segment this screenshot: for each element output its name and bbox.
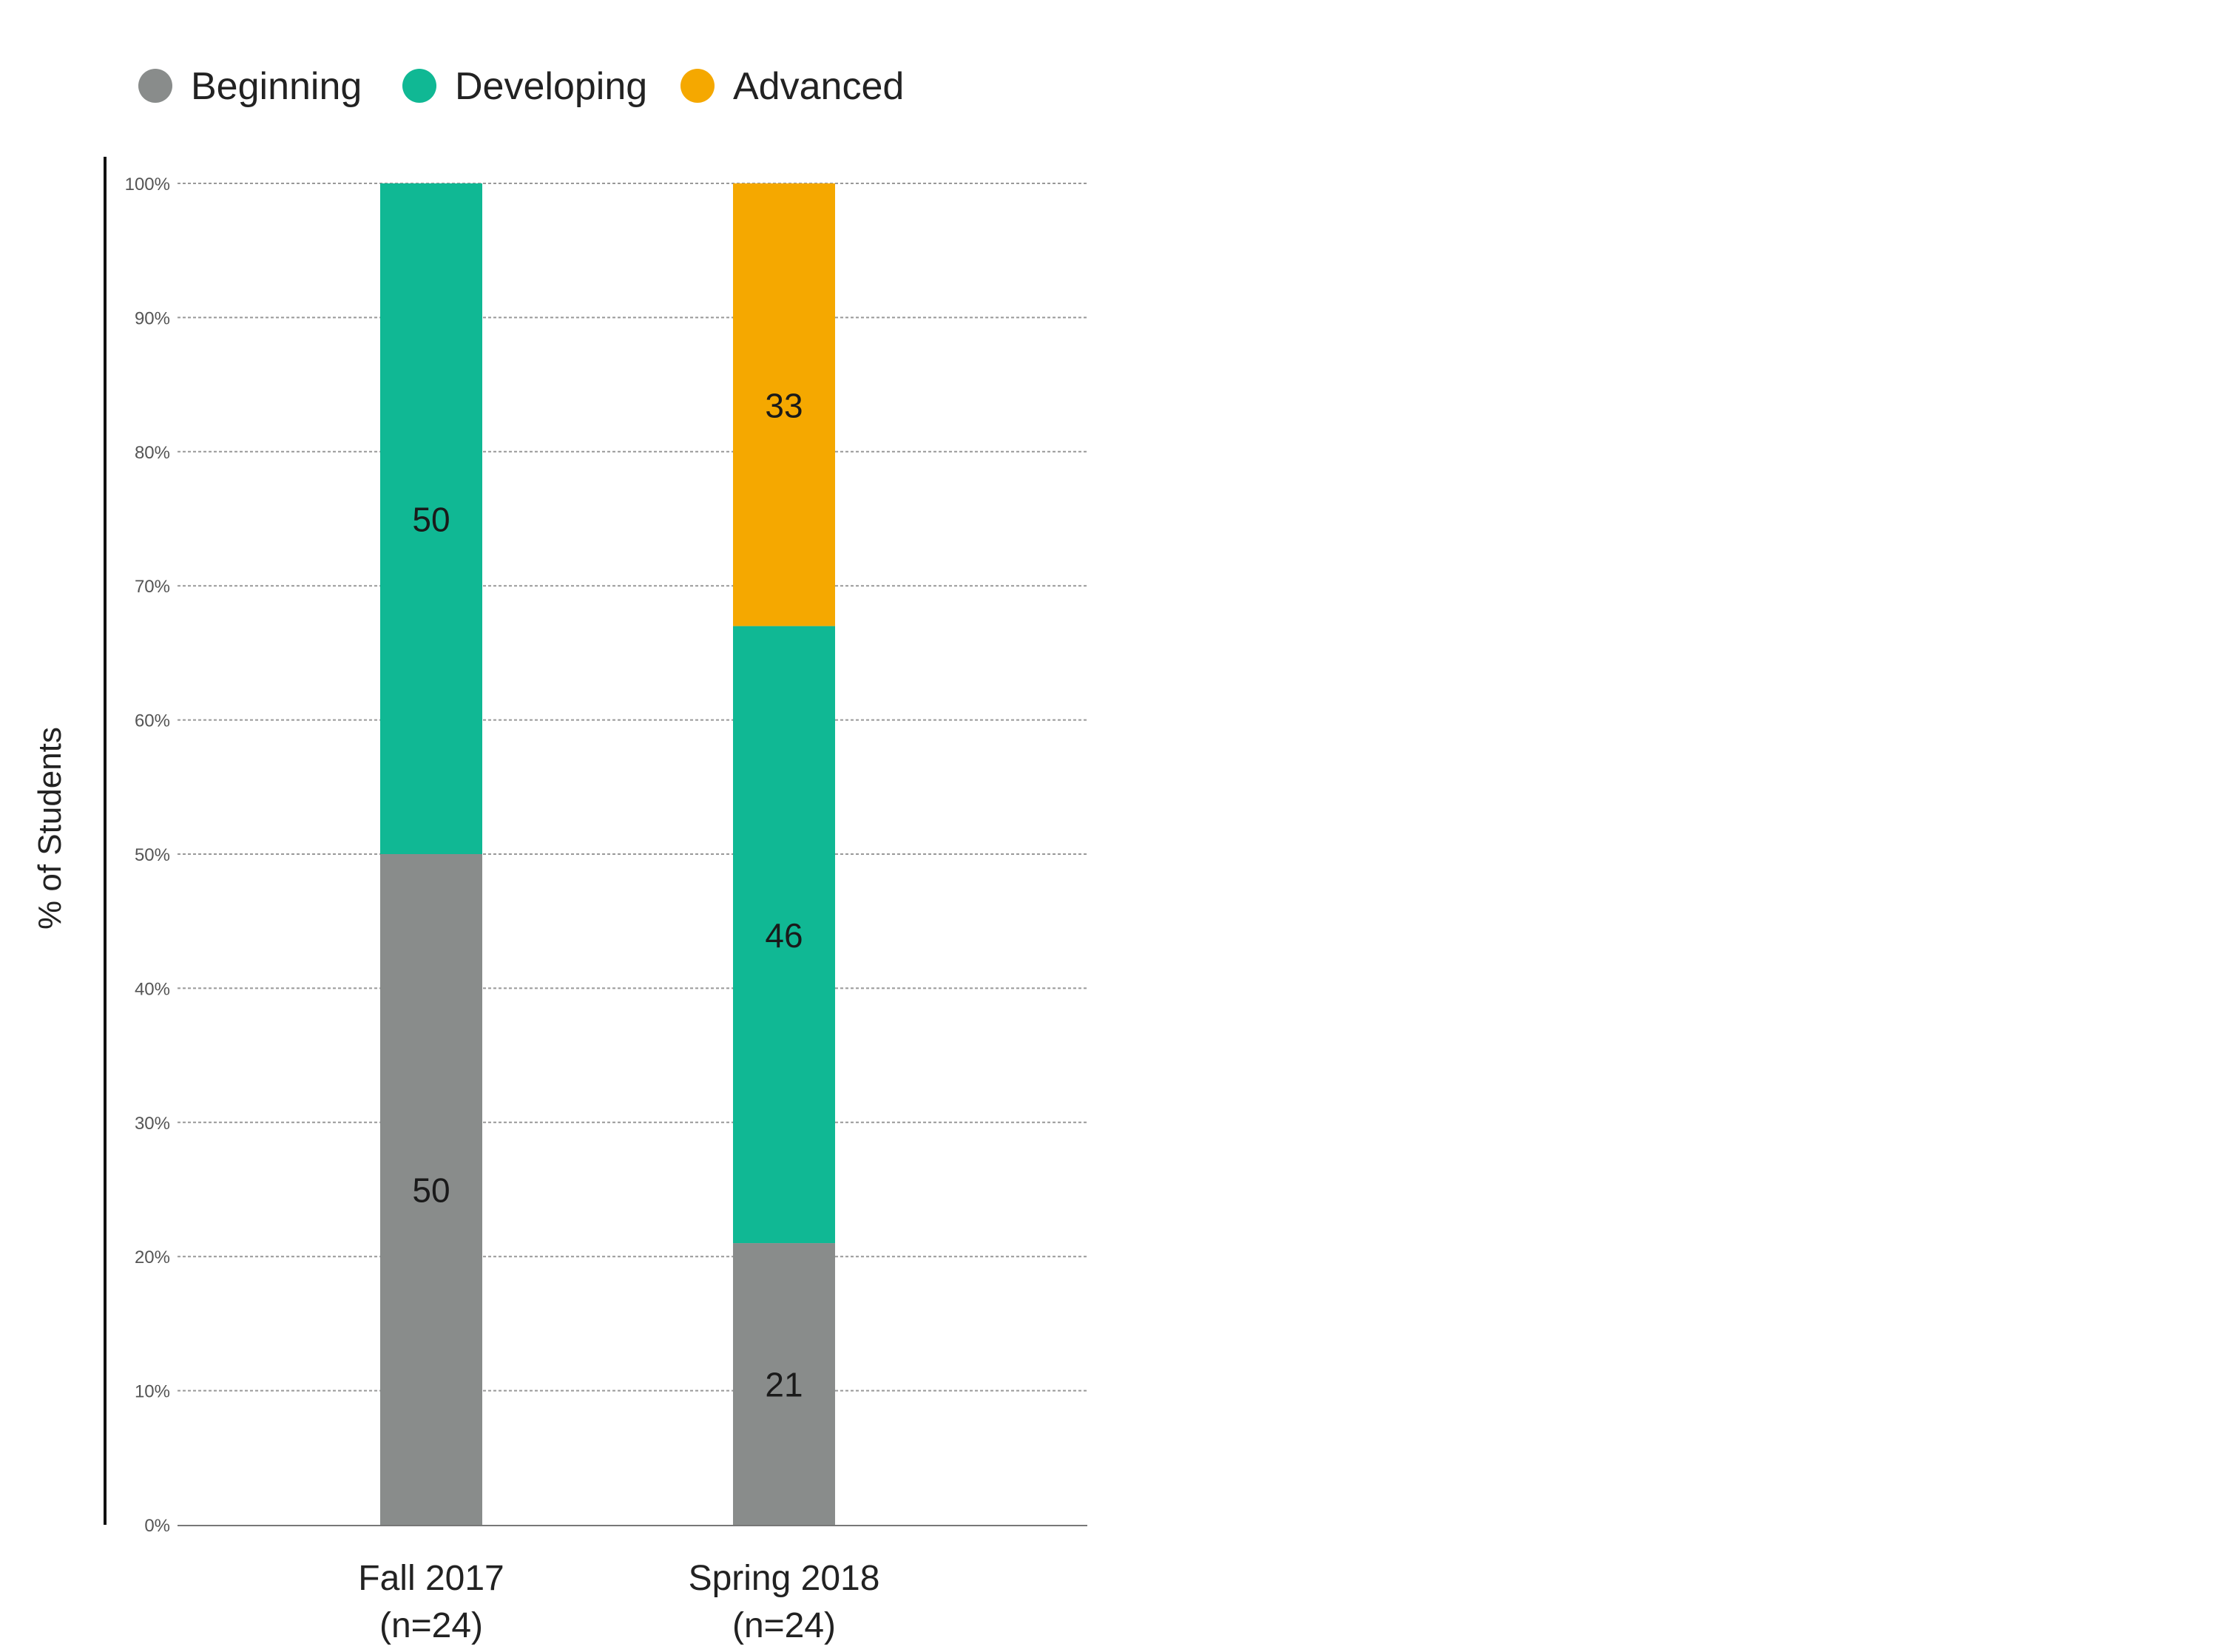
legend-label-advanced: Advanced	[733, 65, 904, 108]
legend: Beginning Developing Advanced	[138, 65, 904, 108]
legend-swatch-advanced	[680, 69, 715, 103]
y-tick-label: 80%	[135, 443, 170, 463]
y-tick-label: 0%	[144, 1516, 170, 1536]
data-label: 46	[765, 916, 803, 955]
bar-segment-developing	[380, 183, 482, 854]
y-tick-label: 100%	[125, 175, 170, 194]
bar-segment-developing	[733, 626, 835, 1244]
y-tick-label: 70%	[135, 577, 170, 597]
y-axis-label: % of Students	[32, 727, 68, 930]
legend-label-developing: Developing	[455, 65, 647, 108]
y-tick-label: 90%	[135, 308, 170, 328]
bar-segment-advanced	[733, 183, 835, 626]
y-tick-label: 40%	[135, 979, 170, 999]
x-category-labels: Fall 2017 (n=24) Spring 2018 (n=24)	[358, 1559, 879, 1645]
y-tick-label: 20%	[135, 1248, 170, 1267]
bars: 50 50 21 46 33	[380, 183, 835, 1525]
gridlines	[178, 183, 1087, 1392]
legend-swatch-beginning	[138, 69, 172, 103]
y-tick-labels: 0% 10% 20% 30% 40% 50% 60% 70% 80% 90% 100%	[125, 175, 170, 1536]
x-category-sample-size: (n=24)	[732, 1606, 836, 1645]
x-category-sample-size: (n=24)	[379, 1606, 483, 1645]
bar-segment-beginning	[733, 1243, 835, 1525]
data-label: 50	[412, 1171, 450, 1210]
y-tick-label: 30%	[135, 1114, 170, 1134]
bar-segment-beginning	[380, 854, 482, 1525]
data-label: 21	[765, 1366, 803, 1404]
y-tick-label: 10%	[135, 1382, 170, 1402]
data-label: 33	[765, 386, 803, 424]
legend-label-beginning: Beginning	[191, 65, 362, 108]
x-category-label: Spring 2018	[689, 1559, 880, 1598]
y-tick-label: 50%	[135, 845, 170, 865]
legend-swatch-developing	[402, 69, 436, 103]
data-label: 50	[412, 501, 450, 539]
x-category-label: Fall 2017	[358, 1559, 504, 1598]
y-tick-label: 60%	[135, 711, 170, 731]
